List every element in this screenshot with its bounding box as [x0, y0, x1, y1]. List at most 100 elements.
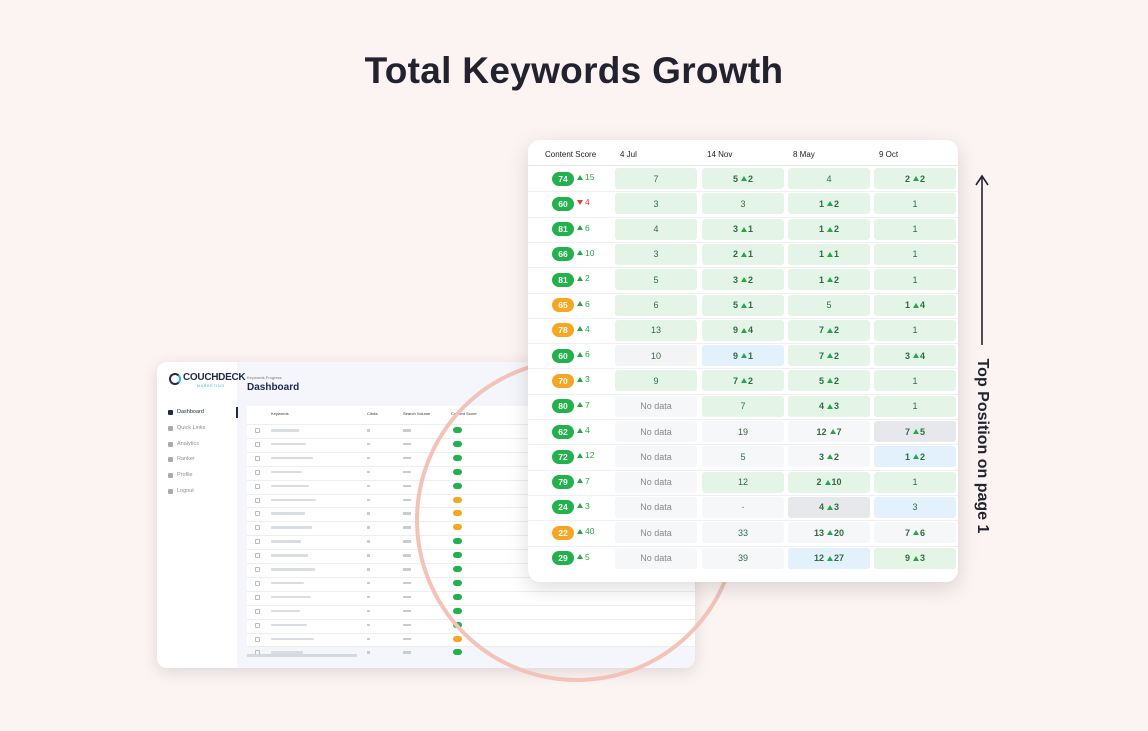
score-change: 7 — [577, 400, 590, 410]
score-change: 6 — [577, 299, 590, 309]
nav-item[interactable]: Logout — [177, 488, 194, 494]
rank-change-value: 1 — [748, 224, 754, 235]
keyword-placeholder — [271, 595, 311, 599]
rank-change-value: 6 — [920, 527, 926, 538]
rank-change-value: 10 — [831, 477, 842, 488]
rank-value: 13 — [650, 325, 661, 336]
up-arrow — [577, 275, 583, 281]
clicks-placeholder — [367, 526, 370, 529]
row-checkbox — [255, 511, 260, 517]
rank-change-value: 2 — [834, 274, 840, 285]
volume-placeholder — [403, 470, 411, 474]
rank-change-value: 2 — [748, 375, 754, 386]
rank-change-value: 4 — [920, 350, 926, 361]
rank-value: 5 — [653, 274, 659, 285]
rank-value: 3 — [653, 249, 659, 260]
rank-value: 9 — [653, 375, 659, 386]
score-change: 3 — [577, 501, 590, 511]
rank-change: 4 — [913, 300, 925, 310]
score-change: 4 — [577, 425, 590, 435]
rank-change-value: 2 — [834, 375, 840, 386]
row-checkbox — [255, 539, 260, 545]
rank-value: 2 — [732, 249, 738, 260]
score-pill: 79 — [552, 475, 574, 490]
column-header: 14 Nov — [707, 150, 733, 159]
rank-value: 12 — [813, 553, 824, 563]
rank-change-value: 1 — [834, 249, 840, 260]
rank-change-value: 2 — [920, 451, 926, 462]
score-pill: 65 — [552, 298, 574, 312]
row-divider — [247, 618, 695, 620]
score-placeholder — [453, 579, 462, 586]
nav-item[interactable]: Ranker — [177, 456, 195, 463]
up-arrow — [741, 302, 747, 308]
rank-cell: No data — [615, 496, 697, 518]
volume-placeholder — [403, 540, 411, 543]
up-arrow — [827, 327, 833, 333]
footer-placeholder — [247, 654, 357, 657]
nav-item[interactable]: Dashboard — [177, 409, 204, 415]
up-arrow — [827, 504, 833, 510]
rank-value: 3 — [740, 198, 746, 209]
rank-change-value: 2 — [834, 198, 840, 209]
row-divider — [247, 451, 695, 453]
up-arrow — [913, 555, 919, 561]
clicks-placeholder — [367, 484, 370, 488]
rank-change: 27 — [827, 553, 844, 563]
score-change: 40 — [577, 526, 594, 536]
rank-change-value: 2 — [920, 173, 926, 184]
row-divider — [528, 368, 958, 369]
column-header: 9 Oct — [879, 150, 899, 159]
rank-change-value: 2 — [748, 173, 754, 184]
rank-value: 7 — [818, 325, 824, 336]
score-pill: 66 — [552, 247, 574, 262]
nav-item[interactable]: Analytics — [177, 440, 200, 447]
rank-value: 5 — [740, 451, 746, 462]
rank-change-value: 2 — [834, 350, 840, 361]
nav-icon — [168, 489, 173, 494]
nav-item[interactable]: Quick Links — [177, 424, 206, 431]
keyword-placeholder — [271, 429, 299, 432]
score-change-value: 10 — [585, 247, 595, 258]
row-divider — [247, 493, 695, 494]
rank-value: 13 — [813, 527, 824, 538]
nav-icon — [168, 457, 173, 463]
clicks-placeholder — [367, 498, 370, 501]
rank-cell: 13 20 — [788, 522, 870, 544]
score-change: 6 — [577, 349, 590, 359]
score-placeholder — [453, 482, 462, 489]
up-arrow — [827, 403, 833, 409]
score-placeholder — [453, 552, 462, 559]
volume-placeholder — [403, 554, 411, 557]
up-arrow — [577, 503, 583, 509]
score-change: 6 — [577, 223, 590, 233]
score-pill: 22 — [552, 525, 574, 540]
keyword-placeholder — [271, 637, 314, 640]
score-placeholder — [453, 524, 462, 531]
nav-item[interactable]: Profile — [177, 472, 193, 479]
rank-cell: 5 — [788, 294, 870, 316]
rank-cell: No data — [615, 522, 697, 544]
clicks-placeholder — [367, 609, 370, 613]
up-arrow — [577, 174, 583, 180]
up-arrow — [827, 454, 833, 460]
rank-value: 5 — [732, 173, 738, 184]
rank-cell: 3 — [702, 193, 784, 215]
rank-value: 1 — [818, 249, 824, 260]
rank-value: 7 — [818, 350, 824, 361]
score-change-value: 6 — [585, 222, 590, 233]
column-header: Keywords — [271, 411, 289, 416]
clicks-placeholder — [367, 581, 370, 585]
keyword-placeholder — [271, 623, 307, 627]
keyword-placeholder — [271, 651, 303, 654]
row-divider — [247, 465, 695, 467]
